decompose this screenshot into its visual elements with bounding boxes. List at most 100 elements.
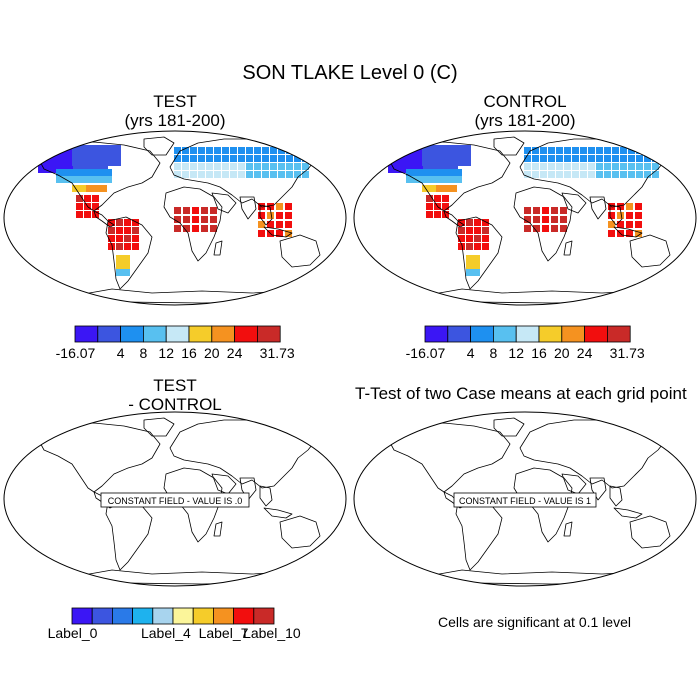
heat-cell [551,207,558,214]
heat-cell [267,221,274,228]
heat-cell [206,163,213,170]
heat-cell [426,195,433,202]
heat-cell [45,166,52,173]
heat-cell [79,145,86,152]
test-title-line1: TEST [153,92,197,111]
colorbar-box [165,325,190,343]
heat-cell [644,163,651,170]
heat-cell [612,147,619,154]
coastline-indonesia [613,226,643,238]
heat-cell [198,147,205,154]
heat-cell [413,169,420,176]
colorbar-box [188,325,213,343]
diff-title-line1: TEST [153,376,197,395]
heat-cell [192,207,199,214]
heat-cell [210,207,217,214]
heat-cell [436,145,443,152]
heat-cell [626,203,633,210]
heat-cell [262,155,269,162]
heat-cell [285,212,292,219]
heat-cell [548,147,555,154]
heat-cell [422,152,429,159]
heat-cell [56,169,63,176]
control-title-line1: CONTROL [483,92,567,111]
heat-cell [548,155,555,162]
heat-cell [448,169,455,176]
heat-cell [72,159,79,166]
heat-cell [100,152,107,159]
heat-cell [532,163,539,170]
heat-cell [93,185,100,192]
figure-title: SON TLAKE Level 0 (C) [242,62,458,84]
test-title-line2: (yrs 181-200) [124,111,226,130]
heat-cell [409,159,416,166]
heat-cell [429,152,436,159]
colorbar-box [424,325,449,343]
heat-cell [636,155,643,162]
heat-cell [270,163,277,170]
heat-cell [620,171,627,178]
heat-cell [77,169,84,176]
heat-cell [644,147,651,154]
heat-cell [635,203,642,210]
heat-cell [572,171,579,178]
heat-cell [84,169,91,176]
heat-cell [124,219,131,226]
heat-cell [286,155,293,162]
heat-cell [532,171,539,178]
heat-cell [201,225,208,232]
ttest-panel-title: T-Test of two Case means at each grid po… [355,384,687,403]
heat-cell [564,155,571,162]
heat-cell [441,176,448,183]
heat-cell [652,163,659,170]
colorbar-box [74,325,99,343]
heat-cell [190,171,197,178]
heat-cell [258,230,265,237]
coastline-new-zealand [677,260,687,276]
heat-cell [285,221,292,228]
heat-cell [79,185,86,192]
heat-cell [628,147,635,154]
heat-cell [190,147,197,154]
heat-cell [254,163,261,170]
colorbar-tick-label: 12 [158,345,174,361]
colorbar-box [538,325,563,343]
heat-cell [198,155,205,162]
heat-cell [93,152,100,159]
heat-cell [86,145,93,152]
heat-cell [93,159,100,166]
heat-cell [190,155,197,162]
heat-cell [76,203,83,210]
diff-panel-title: TEST - CONTROL [75,376,275,414]
heat-cell [596,155,603,162]
heat-cell [572,147,579,154]
heat-cell [210,216,217,223]
heat-cell [473,269,480,276]
heat-cell [294,155,301,162]
coastline-central-america [443,210,465,228]
heat-cell [551,225,558,232]
heat-cell [420,176,427,183]
heat-cell [572,163,579,170]
heat-cell [473,255,480,262]
heat-cell [388,152,395,159]
coastline-arabia [211,473,237,495]
colorbar-box [234,325,258,343]
heat-cell [92,203,99,210]
heat-cell [174,155,181,162]
heat-cell [420,169,427,176]
heat-cell [422,159,429,166]
heat-cell [608,230,615,237]
heat-cell [246,163,253,170]
heat-cell [524,163,531,170]
heat-cell [262,171,269,178]
ttest-map: CONSTANT FIELD - VALUE IS 1 [353,411,697,587]
heat-cell [238,155,245,162]
heat-cell [230,155,237,162]
heat-cell [38,152,45,159]
heat-cell [230,171,237,178]
coastline-indonesia [263,507,293,519]
heat-cell [635,212,642,219]
heat-cell [59,159,66,166]
